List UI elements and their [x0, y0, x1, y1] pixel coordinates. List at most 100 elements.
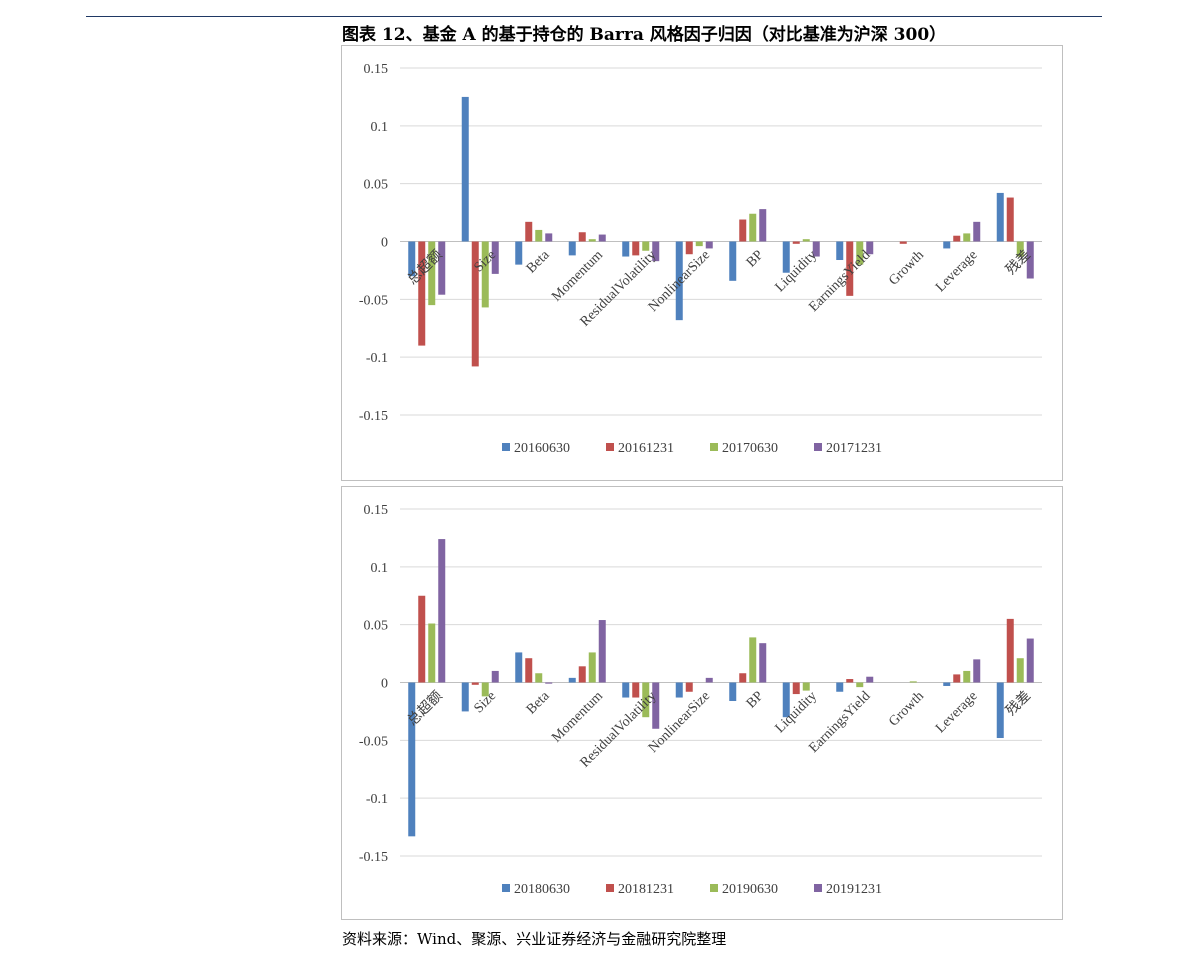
- bar-20171231-0: [438, 241, 446, 295]
- bar-20160630-11: [996, 192, 1004, 242]
- bar-20171231-1: [491, 241, 499, 274]
- y-tick-label: 0.1: [371, 561, 389, 576]
- bar-20191231-0: [438, 539, 446, 683]
- y-tick-label: 0: [381, 236, 388, 251]
- bar-20160630-7: [782, 241, 790, 273]
- bar-20191231-11: [1026, 638, 1034, 683]
- legend-label: 20181231: [618, 882, 674, 897]
- bar-20191231-4: [652, 682, 660, 729]
- bar-20170630-4: [642, 241, 650, 251]
- bar-20161231-11: [1006, 197, 1014, 242]
- bar-20180630-8: [836, 682, 844, 692]
- bar-20191231-2: [545, 682, 553, 684]
- bar-20170630-7: [802, 239, 810, 242]
- bar-20171231-3: [598, 234, 606, 242]
- bar-20171231-2: [545, 233, 553, 242]
- figure-title: 图表 12、基金 A 的基于持仓的 Barra 风格因子归因（对比基准为沪深 3…: [342, 25, 947, 45]
- bar-20170630-3: [588, 239, 596, 242]
- bar-20180630-7: [782, 682, 790, 718]
- y-tick-label: -0.05: [359, 734, 388, 749]
- bar-20181231-1: [471, 682, 479, 685]
- category-label: BP: [744, 689, 767, 712]
- y-tick-label: 0.05: [364, 178, 389, 193]
- y-tick-label: -0.1: [366, 351, 388, 366]
- category-label: BP: [744, 248, 767, 271]
- bar-20170630-8: [856, 241, 864, 265]
- bar-20180630-2: [515, 652, 523, 683]
- bar-20161231-6: [739, 219, 747, 242]
- bar-20180630-0: [408, 682, 416, 837]
- bar-20190630-11: [1016, 658, 1024, 683]
- bar-20160630-10: [943, 241, 951, 249]
- bar-20170630-10: [963, 233, 971, 242]
- bar-20161231-5: [685, 241, 693, 255]
- bar-20190630-1: [481, 682, 489, 697]
- bar-20190630-8: [856, 682, 864, 688]
- chart-panel-2018-2019: 0.15 0.1 0.05 0 -0.05 -0.1 -0.15 总超额 Size Beta Mom…: [341, 486, 1063, 920]
- bar-20160630-4: [622, 241, 630, 257]
- bar-20190630-6: [749, 637, 757, 683]
- category-label: Beta: [524, 247, 553, 276]
- source-note: 资料来源：Wind、聚源、兴业证券经济与金融研究院整理: [342, 930, 727, 948]
- bar-20160630-2: [515, 241, 523, 265]
- category-label: Leverage: [933, 689, 980, 736]
- bar-20160630-0: [408, 241, 416, 277]
- bar-20190630-4: [642, 682, 650, 718]
- category-label: Liquidity: [773, 248, 820, 295]
- legend-label: 20191231: [826, 882, 882, 897]
- bar-20190630-0: [428, 623, 436, 683]
- bar-20161231-9: [899, 241, 907, 244]
- legend-label: 20170630: [722, 441, 778, 456]
- bar-20181231-5: [685, 682, 693, 692]
- bar-20160630-5: [675, 241, 683, 321]
- bar-20170630-5: [695, 241, 703, 247]
- y-tick-label: 0.1: [371, 120, 389, 135]
- y-tick-label: 0.15: [364, 62, 389, 77]
- legend-label: 20160630: [514, 441, 570, 456]
- bar-20180630-10: [943, 682, 951, 686]
- category-label: Growth: [886, 689, 927, 730]
- bar-20171231-10: [973, 221, 981, 242]
- legend-swatch: [710, 443, 718, 451]
- bar-20190630-7: [802, 682, 810, 691]
- bar-20161231-8: [846, 241, 854, 296]
- top-rule: [86, 16, 1102, 17]
- bar-20191231-1: [491, 670, 499, 683]
- chart-panel-2016-2017: 0.15 0.1 0.05 0 -0.05 -0.1 -0.15 总超额 Size Beta Mom…: [341, 45, 1063, 481]
- y-tick-label: 0: [381, 677, 388, 692]
- y-tick-label: -0.15: [359, 850, 388, 865]
- legend-swatch: [606, 443, 614, 451]
- y-tick-label: 0.05: [364, 619, 389, 634]
- y-tick-label: 0.15: [364, 503, 389, 518]
- legend-label: 20161231: [618, 441, 674, 456]
- bar-20180630-6: [729, 682, 737, 702]
- bar-20190630-3: [588, 652, 596, 683]
- bar-20191231-5: [705, 677, 713, 683]
- bar-20160630-6: [729, 241, 737, 281]
- y-tick-label: -0.05: [359, 293, 388, 308]
- bar-20171231-8: [866, 241, 874, 255]
- bar-20170630-2: [535, 229, 543, 242]
- bar-20160630-3: [568, 241, 576, 256]
- bar-20181231-11: [1006, 618, 1014, 683]
- bar-20170630-0: [428, 241, 436, 306]
- legend-swatch: [814, 443, 822, 451]
- bar-20191231-10: [973, 659, 981, 683]
- bar-20181231-7: [792, 682, 800, 695]
- bar-20181231-0: [418, 595, 426, 683]
- legend-label: 20190630: [722, 882, 778, 897]
- bar-20181231-6: [739, 673, 747, 683]
- bar-20191231-3: [598, 620, 606, 683]
- legend-swatch: [502, 884, 510, 892]
- bar-20170630-1: [481, 241, 489, 308]
- bar-20161231-4: [632, 241, 640, 256]
- legend-swatch: [814, 884, 822, 892]
- category-label: Growth: [886, 248, 927, 289]
- category-label: Momentum: [549, 689, 606, 746]
- bar-20161231-3: [578, 232, 586, 242]
- bar-20171231-6: [759, 209, 767, 242]
- bar-20171231-7: [812, 241, 820, 257]
- legend-label: 20180630: [514, 882, 570, 897]
